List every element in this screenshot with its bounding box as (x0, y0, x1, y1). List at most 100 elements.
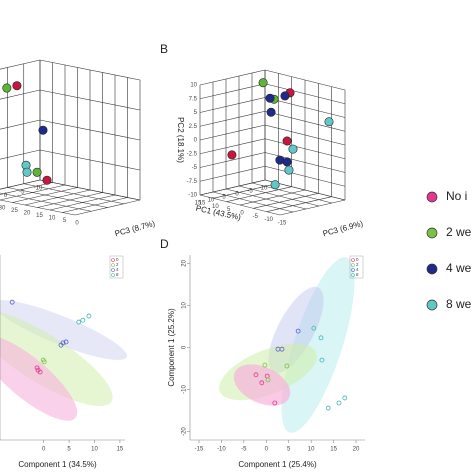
grid-line (39, 89, 141, 111)
legend-box (349, 255, 364, 279)
point (265, 377, 271, 383)
y-tick-label: 10 (190, 83, 197, 89)
x-tick-label: 10 (308, 447, 315, 453)
grid-line (24, 189, 91, 206)
grid-line (226, 186, 292, 202)
grid-line (37, 192, 103, 208)
x-tick-label: -5 (247, 189, 253, 195)
grid-line (199, 138, 266, 155)
y-tick-label: 10 (182, 301, 188, 308)
z-tick-label: 25 (11, 208, 18, 214)
point (38, 125, 48, 135)
y-tick-label: -20 (182, 427, 188, 436)
grid-line (264, 152, 346, 173)
x-tick-label: 0 (265, 447, 269, 453)
grid-line (199, 110, 266, 127)
point (284, 165, 294, 175)
point (2, 83, 12, 93)
grid-line (12, 187, 78, 203)
x-tick-label: 15 (195, 201, 202, 207)
z-tick-label: -5 (253, 214, 259, 220)
point (258, 78, 268, 88)
grid-line (199, 69, 266, 86)
x-tick-label: 15 (117, 447, 124, 453)
point (86, 313, 92, 319)
z-tick-label: 30 (0, 206, 6, 212)
grid-line (199, 124, 266, 141)
point (324, 117, 334, 127)
grid-line (0, 184, 66, 201)
grid-line (199, 97, 266, 113)
legend-marker (426, 191, 438, 203)
point (22, 167, 32, 177)
grid-line (264, 83, 346, 105)
legend-marker (426, 263, 438, 275)
y-tick-label: 0 (182, 345, 188, 349)
point (319, 357, 325, 363)
x-tick-label: 0 (4, 193, 8, 199)
x-tick-label: -15 (195, 447, 204, 453)
legend-marker (111, 263, 115, 267)
z-axis-label: PC3 (6.9%) (322, 219, 365, 238)
point (80, 317, 86, 323)
grid-line (39, 119, 141, 141)
y-tick-label: -2.5 (187, 151, 198, 157)
x-tick-label: -5 (19, 189, 25, 195)
legend-marker (111, 273, 115, 277)
grid-line (0, 119, 41, 130)
point (279, 346, 285, 352)
grid-line (279, 199, 346, 216)
y-tick-label: 2.5 (189, 124, 198, 130)
legend-label: No i (446, 189, 467, 203)
point (342, 395, 348, 401)
grid-line (62, 197, 128, 213)
z-tick-label: 15 (199, 201, 206, 207)
point (325, 405, 331, 411)
point (41, 359, 47, 365)
legend-marker (351, 273, 355, 277)
legend-label: 0 (356, 257, 359, 262)
point (42, 175, 52, 185)
x-tick-label: 10 (208, 198, 215, 204)
grid-line (0, 59, 41, 70)
y-tick-label: 20 (182, 259, 188, 266)
x-tick-label: 5 (287, 447, 291, 453)
x-axis-label: Component 1 (34.5%) (18, 460, 97, 469)
grid-line (264, 110, 346, 132)
point (262, 362, 268, 368)
point (336, 400, 342, 406)
grid-line (199, 152, 266, 168)
point (270, 180, 280, 190)
legend-marker (426, 299, 438, 311)
grid-line (0, 179, 41, 190)
legend-marker (351, 263, 355, 267)
z-tick-label: 5 (63, 218, 67, 224)
grid-line (74, 199, 141, 216)
point (63, 339, 69, 345)
grid-line (264, 138, 346, 160)
x-tick-label: 15 (330, 447, 337, 453)
grid-line (253, 193, 319, 209)
legend-label: 8 (116, 272, 119, 277)
grid-line (0, 182, 53, 195)
grid-line (264, 165, 346, 187)
point (9, 299, 15, 305)
z-tick-label: 5 (227, 207, 231, 213)
point (295, 328, 301, 334)
panel-label: B (160, 42, 168, 56)
z-tick-label: 20 (24, 211, 31, 217)
z-tick-label: -15 (278, 221, 287, 227)
x-tick-label: -10 (34, 186, 43, 192)
grid-line (49, 194, 116, 211)
point (259, 380, 265, 386)
y-tick-label: -10 (188, 193, 197, 199)
x-tick-label: -5 (241, 447, 247, 453)
x-tick-label: 0 (235, 192, 239, 198)
x-tick-label: 10 (91, 447, 98, 453)
panel-label: D (160, 237, 169, 251)
point (272, 400, 278, 406)
legend-label: 2 (116, 262, 119, 267)
ellipses-c (0, 300, 127, 421)
y-tick-label: 0 (194, 138, 198, 144)
